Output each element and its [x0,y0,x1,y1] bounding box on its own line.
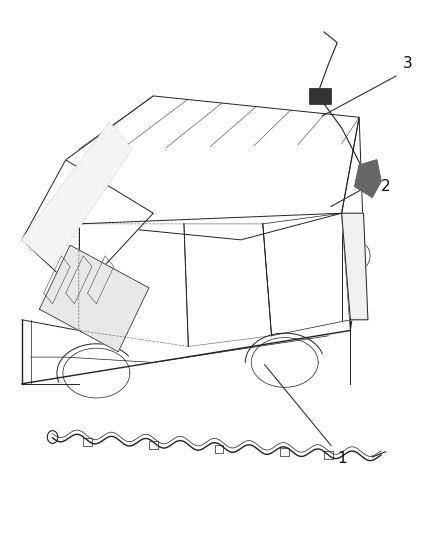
Bar [324,450,333,458]
Bar [309,88,331,104]
Polygon shape [22,123,131,266]
Polygon shape [342,213,368,320]
Polygon shape [39,245,149,352]
Bar [149,441,158,449]
Bar [83,438,92,446]
Polygon shape [22,160,153,293]
Bar [280,448,289,456]
Text: 3: 3 [403,56,412,71]
Text: 2: 2 [381,179,390,194]
Bar [215,445,223,453]
Text: 1: 1 [337,451,346,466]
Polygon shape [355,160,381,197]
